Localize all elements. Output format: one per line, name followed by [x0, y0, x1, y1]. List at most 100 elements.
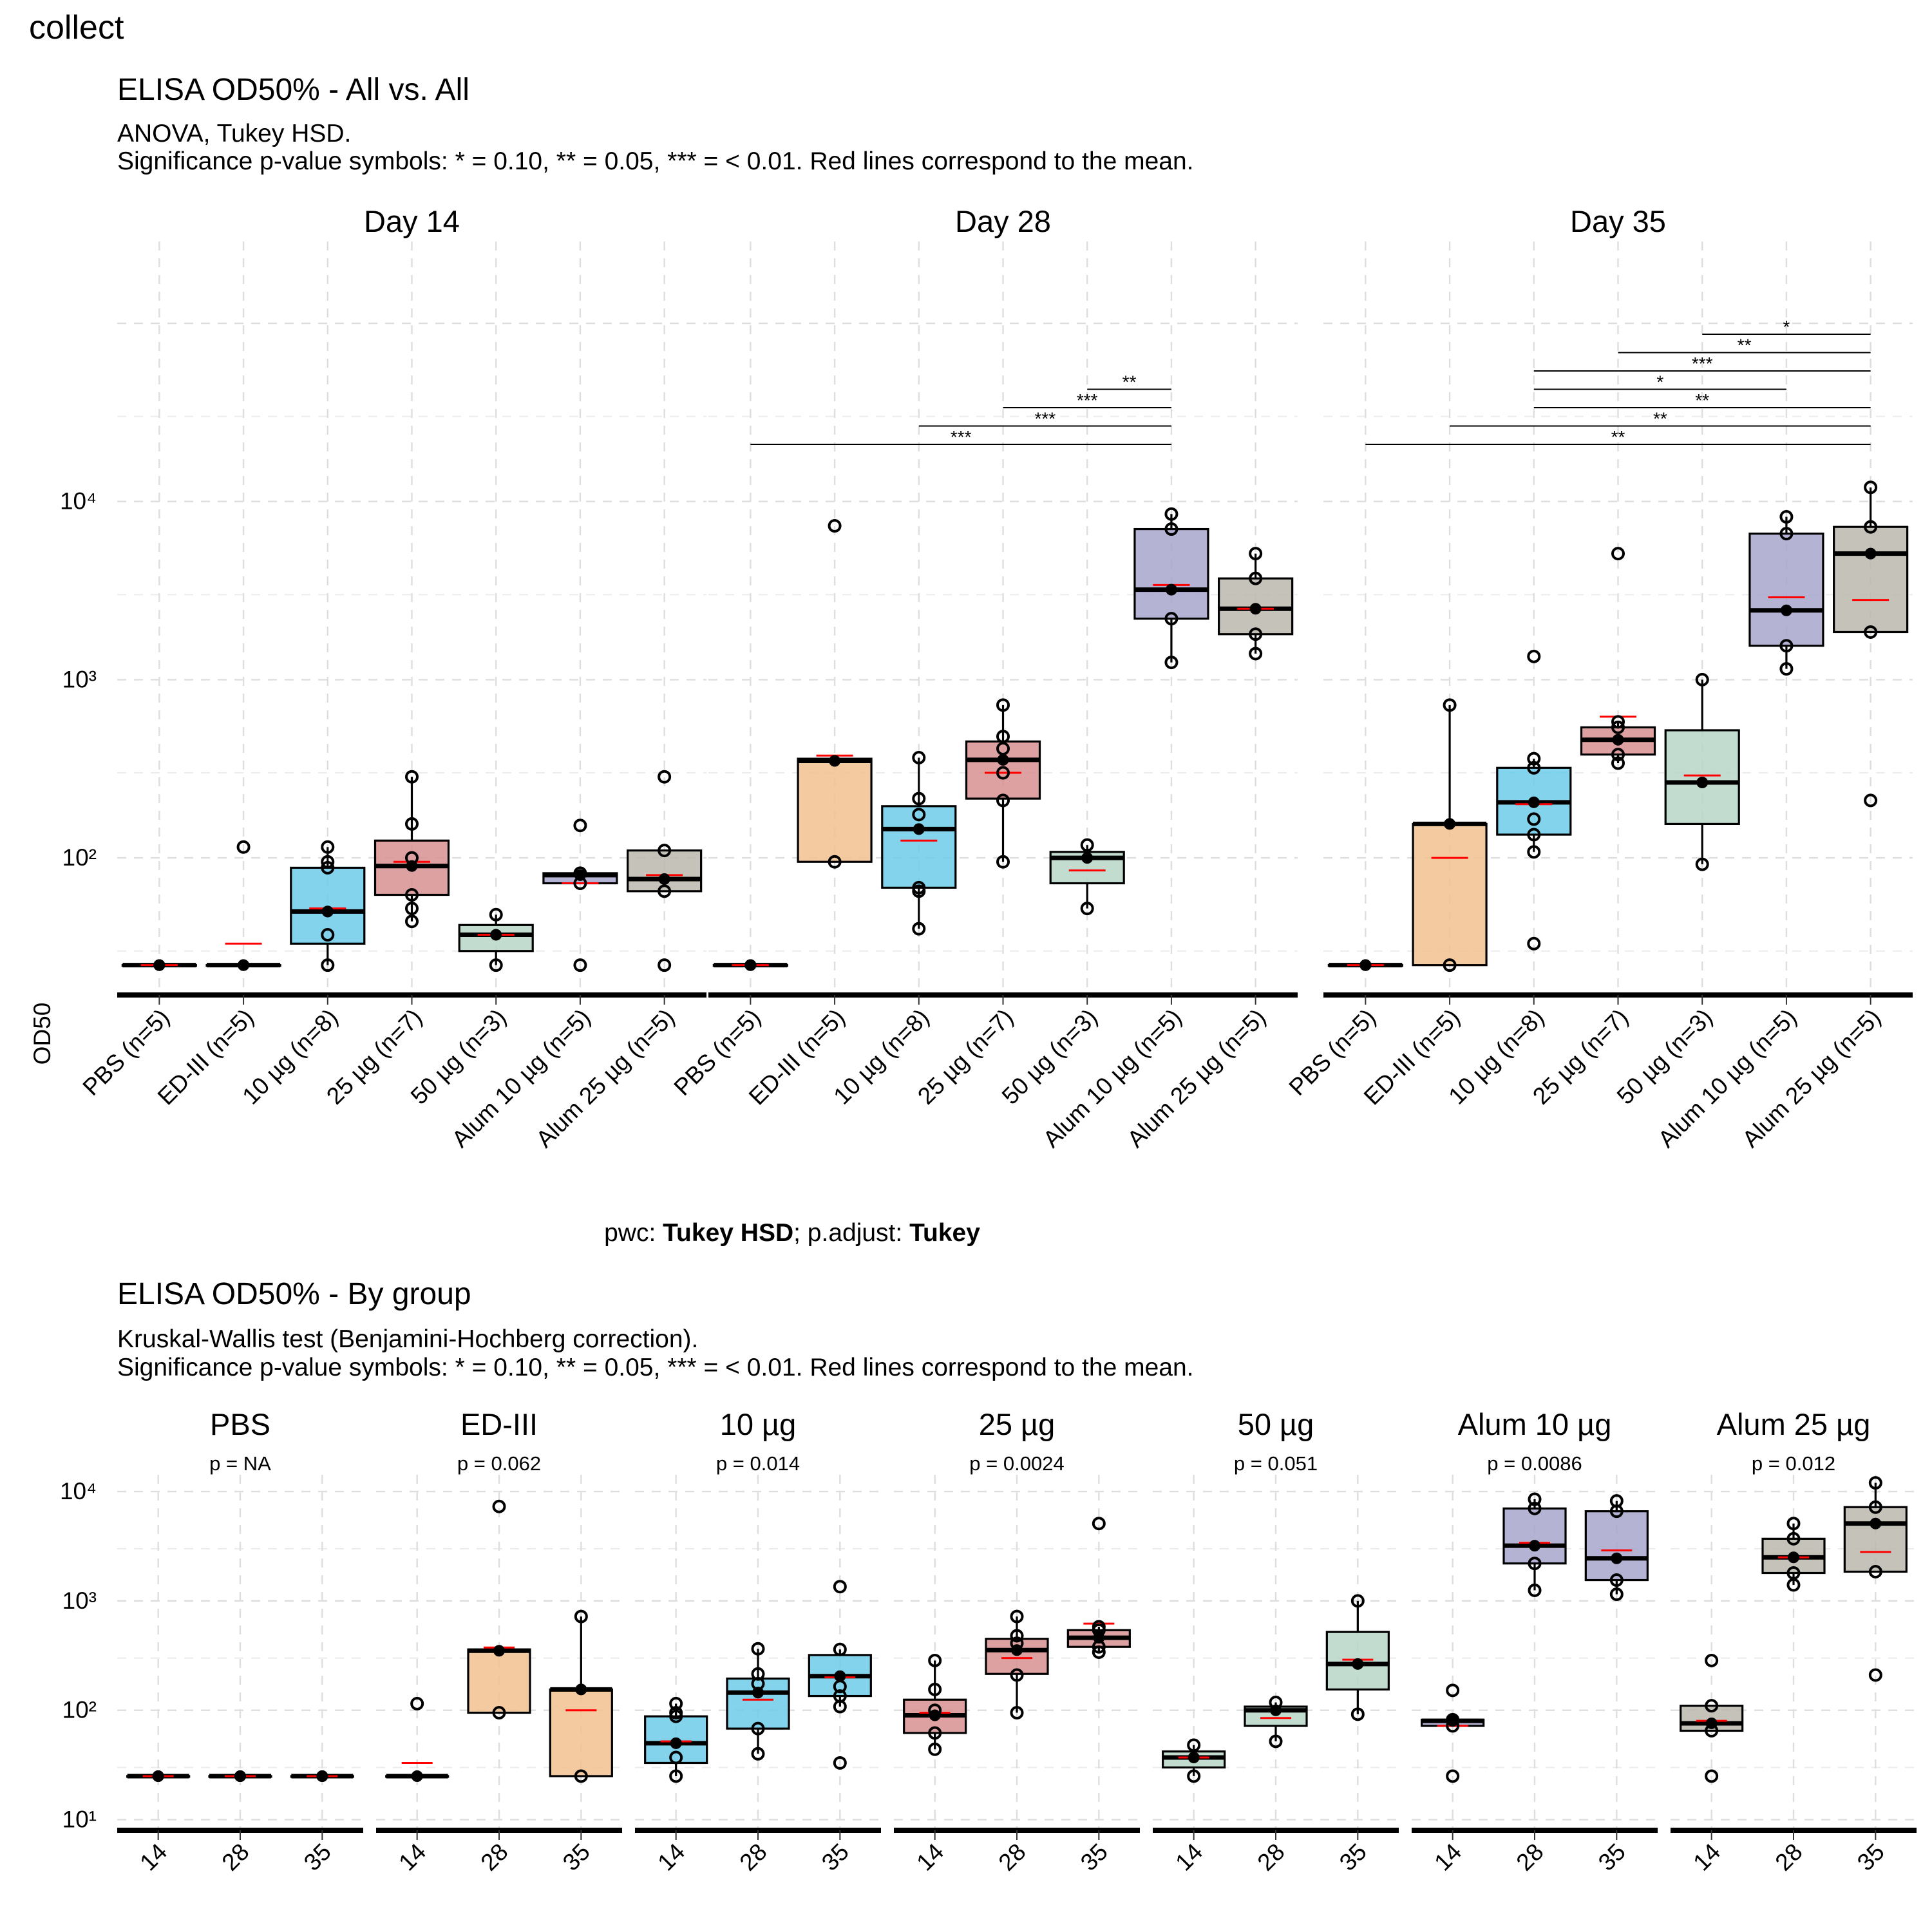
bottom-10-g-14-point-2	[670, 1737, 682, 1749]
top-bracket-label-2: ***	[1077, 390, 1098, 410]
top-day-28-alum-10-g-point-0	[1164, 656, 1179, 670]
bottom-25-g-28-point-0	[1010, 1705, 1024, 1719]
top-day-35-alum-25-g-point-2	[1864, 547, 1877, 560]
top-day-35-10-g-point-0	[1527, 936, 1541, 951]
top-day-35-25-g-point-5	[1611, 547, 1625, 561]
bottom-10-g-28-point-5	[751, 1642, 765, 1656]
bottom-title: ELISA OD50% - By group	[117, 1277, 471, 1311]
bottom-alum-25-g-28-point-4	[1786, 1517, 1801, 1531]
top-day-14-50-g-point-1	[490, 929, 502, 941]
bottom-50-g-14-point-0	[1187, 1769, 1201, 1783]
top-day-28-alum-10-g-point-1	[1164, 612, 1179, 626]
top-day-14-25-g-point-6	[405, 770, 419, 784]
top-day-28-alum-25-g-point-4	[1249, 547, 1263, 561]
top-day-28-alum-25-g-box	[1218, 577, 1294, 636]
top-subtitle-2: Significance p-value symbols: * = 0.10, …	[117, 147, 1194, 175]
top-day-28-10-g-point-3	[913, 823, 925, 835]
bottom-ed-iii-28-point-1	[493, 1645, 505, 1657]
bottom-10-g-35-point-0	[833, 1756, 847, 1770]
bottom-alum-10-g-28-point-3	[1528, 1501, 1542, 1515]
bottom-ytick-1: 10²	[62, 1697, 97, 1723]
bottom-ed-iii-35-point-2	[574, 1609, 588, 1624]
top-day-28-25-g-point-0	[996, 855, 1010, 869]
bottom-alum-10-g-28-point-2	[1529, 1540, 1540, 1552]
top-day-14-ed-iii-point-4	[236, 840, 251, 854]
top-day-14-10-g-point-5	[321, 855, 335, 869]
bottom-alum-10-g-14-point-0	[1446, 1769, 1460, 1783]
top-day-14-10-g-box	[290, 866, 366, 945]
top-day-14-alum-25-g-point-2	[658, 873, 670, 886]
bottom-10-g-28-point-1	[751, 1721, 765, 1736]
bottom-strip-label: Alum 10 µg	[1458, 1407, 1612, 1441]
top-day-35-pbs-point-4	[1359, 959, 1372, 971]
top-strip-label: Day 28	[955, 204, 1051, 238]
top-day-14-10-g-point-4	[321, 860, 335, 875]
top-day-28-25-g-point-6	[996, 698, 1010, 712]
bottom-strip-label: 10 µg	[720, 1407, 797, 1441]
bottom-p-value: p = 0.0024	[969, 1452, 1064, 1475]
top-day-35-50-g-point-0	[1695, 857, 1709, 871]
top-day-14-50-g-point-0	[489, 958, 503, 972]
top-day-35-50-g-point-2	[1695, 672, 1709, 687]
bottom-p-value: p = 0.051	[1234, 1452, 1318, 1475]
top-day-28-50-g-point-2	[1080, 838, 1094, 852]
top-day-28-alum-25-g-point-1	[1249, 627, 1263, 641]
top-day-28-25-g-box	[965, 740, 1041, 800]
top-day-35-50-g-point-1	[1696, 776, 1709, 788]
caption-method: Tukey HSD	[663, 1219, 793, 1247]
top-day-35-10-g-point-3	[1527, 812, 1541, 826]
top-day-35-alum-10-g-point-1	[1779, 639, 1794, 653]
top-subtitle-1: ANOVA, Tukey HSD.	[117, 120, 351, 147]
top-day-35-alum-10-g-point-4	[1779, 510, 1794, 524]
bottom-pbs-35-point-2	[316, 1770, 328, 1782]
bottom-ed-iii-35-point-0	[574, 1769, 588, 1783]
top-day-28-25-g-point-3	[997, 753, 1009, 766]
bottom-10-g-35-point-4	[834, 1670, 846, 1682]
top-day-35-25-g-point-2	[1612, 734, 1624, 746]
bottom-25-g-28-box	[985, 1638, 1049, 1675]
caption-prefix: pwc:	[604, 1219, 663, 1247]
bottom-alum-10-g-14-point-4	[1446, 1683, 1460, 1698]
caption-adjust: Tukey	[909, 1219, 980, 1247]
bottom-25-g-14-point-0	[928, 1742, 942, 1756]
bottom-alum-10-g-28-point-0	[1528, 1583, 1542, 1597]
bottom-ed-iii-28-point-0	[492, 1705, 506, 1719]
top-caption: pwc: Tukey HSD; p.adjust: Tukey	[604, 1219, 980, 1247]
top-day-28-alum-25-g-point-0	[1249, 647, 1263, 661]
top-bracket-label-0: ***	[951, 427, 972, 447]
top-bracket-label-2: **	[1695, 390, 1709, 410]
top-day-14-25-g-point-1	[405, 902, 419, 916]
bottom-alum-25-g-35-point-2	[1870, 1517, 1882, 1530]
bottom-alum-25-g-35-box	[1843, 1506, 1908, 1573]
bottom-25-g-14-point-4	[928, 1682, 942, 1696]
bottom-alum-25-g-14-point-2	[1705, 1717, 1718, 1729]
top-day-28-alum-25-g-point-3	[1249, 571, 1263, 585]
top-day-35-25-g-point-0	[1611, 756, 1625, 770]
bottom-25-g-28-point-4	[1010, 1629, 1024, 1643]
top-day-28-ed-iii-box	[797, 757, 873, 863]
bottom-alum-25-g-28-point-3	[1786, 1531, 1801, 1546]
top-day-14-alum-10-g-point-4	[573, 819, 587, 833]
top-day-14-25-g-point-0	[405, 914, 419, 929]
bottom-50-g-28-point-0	[1269, 1734, 1283, 1748]
bottom-p-value: p = 0.062	[457, 1452, 541, 1475]
top-day-35-25-g-point-1	[1611, 748, 1625, 762]
bottom-strip-label: 50 µg	[1238, 1407, 1314, 1441]
bottom-alum-10-g-35-point-1	[1609, 1573, 1624, 1587]
bottom-10-g-35-point-2	[833, 1689, 847, 1703]
bottom-50-g-35-point-1	[1352, 1658, 1364, 1670]
top-day-14-alum-25-g-point-4	[658, 770, 672, 784]
bottom-p-value: p = NA	[209, 1452, 271, 1475]
top-strip-label: Day 35	[1570, 204, 1666, 238]
top-day-28-pbs-point-4	[744, 959, 757, 971]
bottom-alum-10-g-35-point-2	[1611, 1552, 1623, 1564]
bottom-ed-iii-35-point-1	[575, 1683, 587, 1696]
top-day-35-alum-25-g-point-4	[1864, 480, 1878, 495]
bottom-25-g-35-point-4	[1092, 1620, 1106, 1634]
top-strip-label: Day 14	[364, 204, 460, 238]
bottom-alum-25-g-14-point-0	[1705, 1769, 1719, 1783]
top-day-28-ed-iii-point-0	[828, 855, 842, 869]
top-bracket-label-3: *	[1656, 372, 1663, 392]
